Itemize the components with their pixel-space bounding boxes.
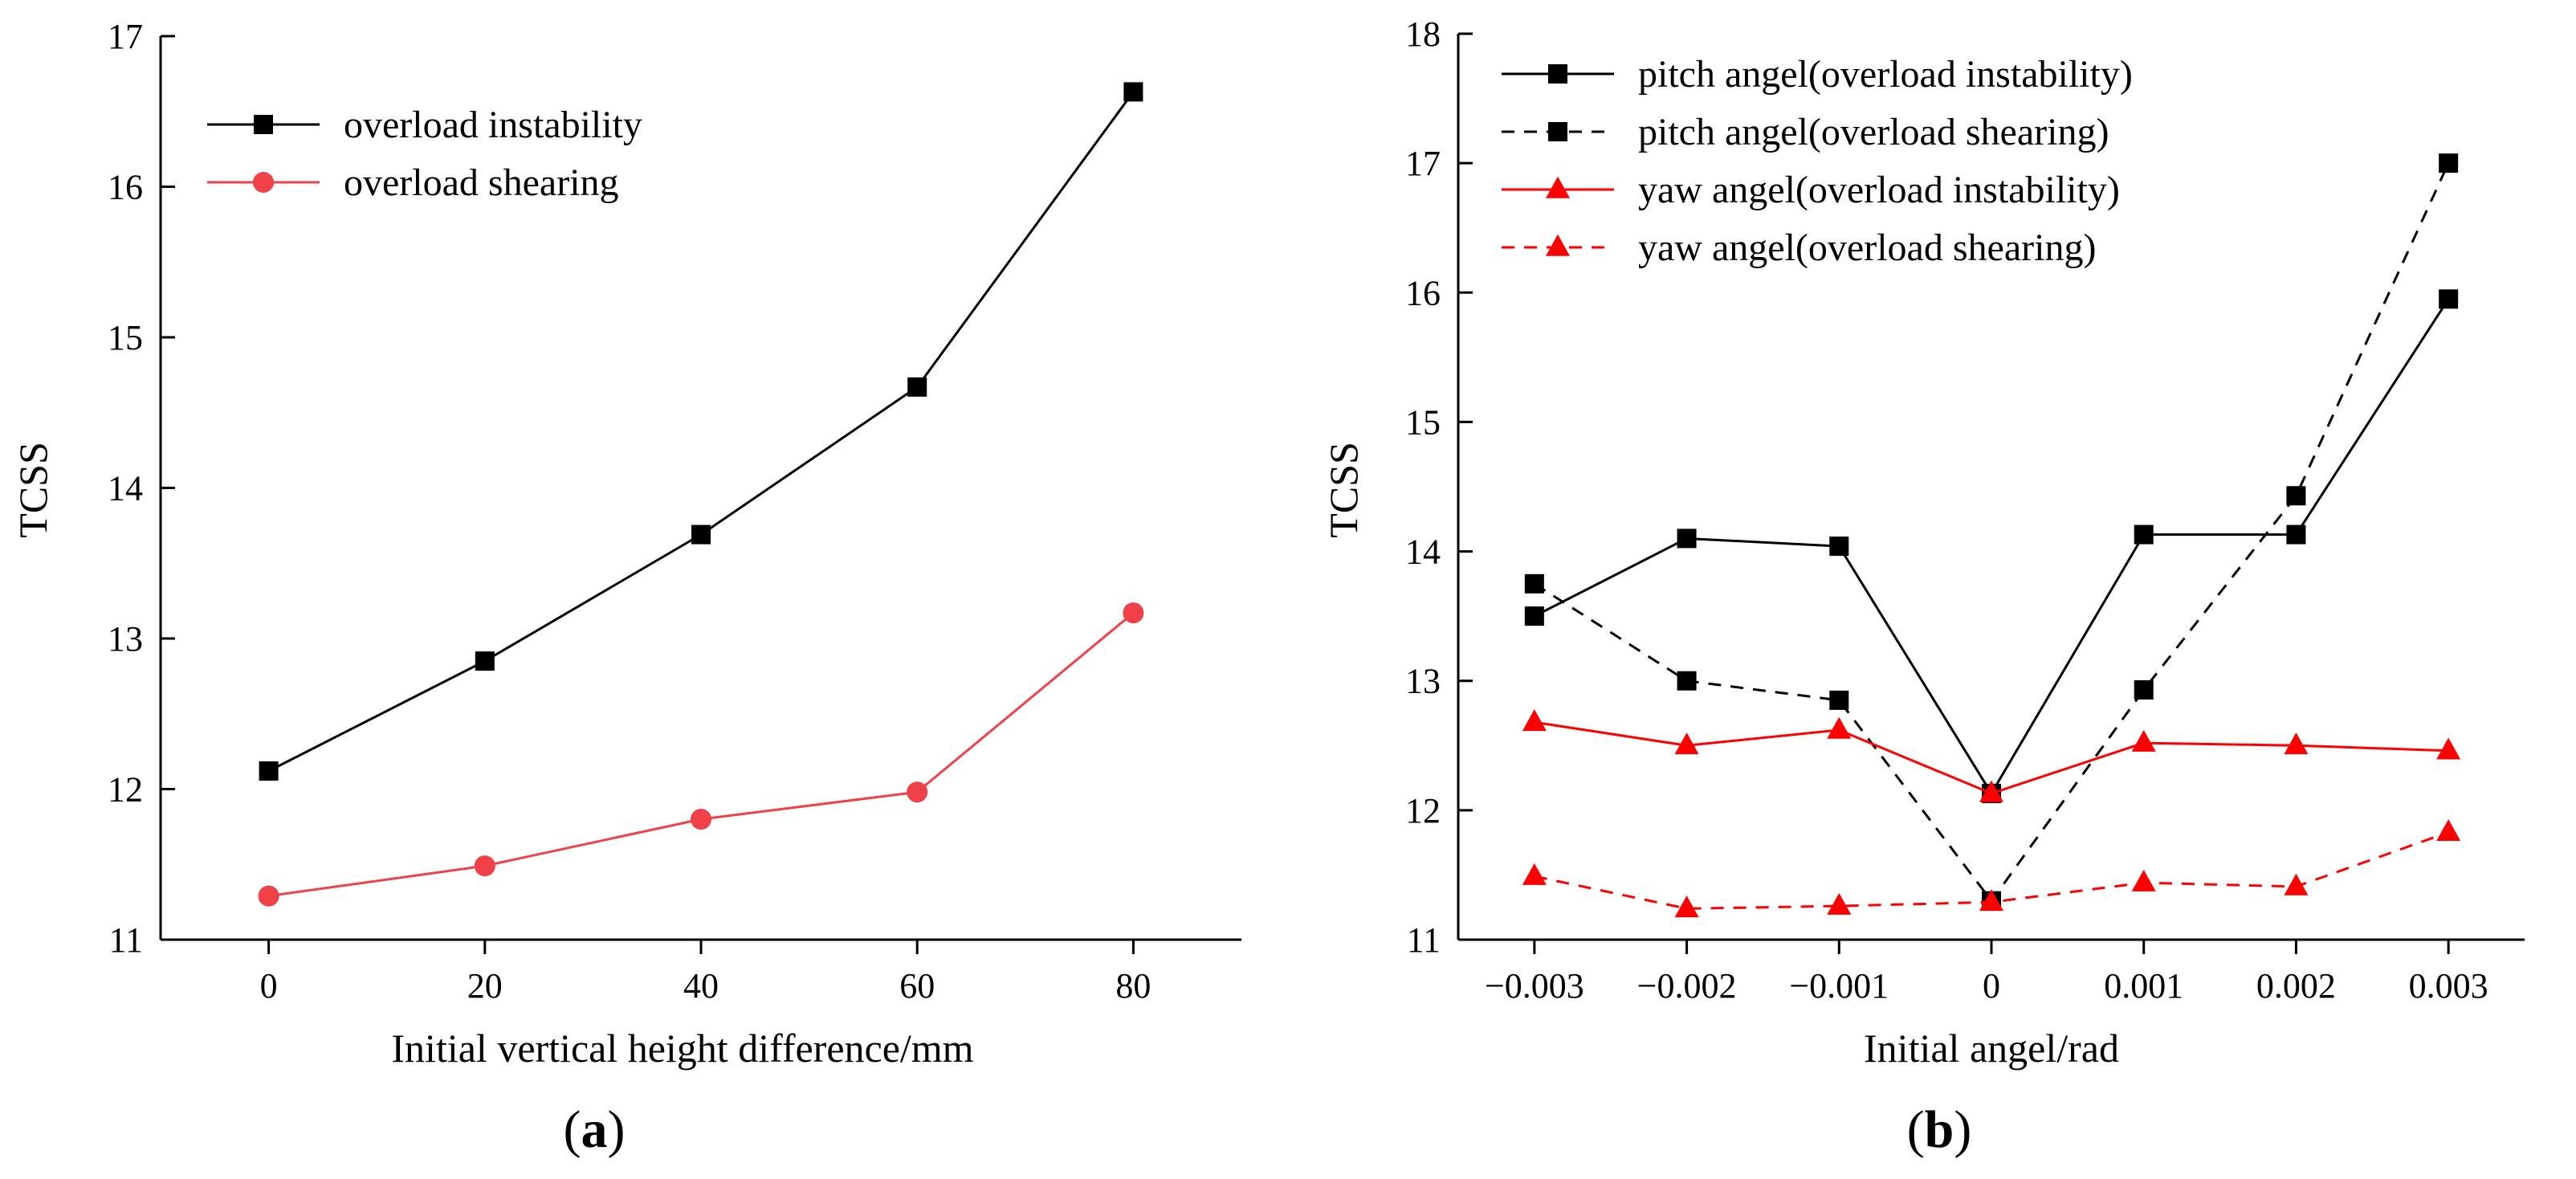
panel-a-series-0-point (475, 651, 495, 671)
panel-a-y-tick-label: 12 (108, 770, 143, 810)
panel-b-series-3-point (2284, 873, 2309, 895)
panel-b-series-3-point (2131, 869, 2156, 891)
panel-a-y-tick-label: 13 (108, 619, 143, 659)
panel-b-y-tick-label: 17 (1405, 144, 1441, 183)
panel-b-x-tick-label: 0.002 (2256, 966, 2336, 1006)
panel-a-series-0-point (691, 524, 711, 545)
panel-a-y-tick-label: 14 (108, 469, 143, 508)
panel-b-x-tick-label: −0.003 (1485, 966, 1584, 1006)
panel-b-series-2-point (1979, 780, 2003, 802)
panel-b-series-0-point (1829, 536, 1849, 557)
panel-b-series-2-point (2131, 729, 2156, 752)
panel-a-y-axis-title: TCSS (10, 442, 55, 538)
panel-b-x-axis-title: Initial angel/rad (1864, 1026, 2119, 1071)
panel-a-legend-0-label: overload instability (344, 104, 642, 146)
panel-b-x-tick-label: 0 (1983, 966, 2000, 1006)
panel-a: 11 12 13 14 15 16 17 0 20 40 60 80 overload instabi… (10, 17, 1241, 1159)
panel-b-axes: 11 12 13 14 15 16 17 18 −0.003 −0.002 −0.001 0 0.001… (1405, 14, 2525, 1006)
panel-b-legend-2-marker (1546, 176, 1570, 198)
panel-b-series-2-point (1674, 732, 1699, 755)
panel-b-series-3-point (1979, 889, 2003, 912)
panel-b-series-1-point (1524, 573, 1544, 594)
panel-a-series-1-point (907, 781, 928, 803)
panel-b-label-letter: b (1925, 1100, 1954, 1159)
panel-b-series-0-point (1524, 606, 1544, 626)
panel-b-series-layer (1522, 153, 2461, 918)
panel-b-legend-3-marker (1546, 234, 1570, 256)
panel-b-legend-0-marker (1548, 64, 1567, 84)
panel-b-y-tick-label: 13 (1405, 662, 1441, 701)
panel-b-series-1-point (2439, 153, 2459, 173)
panel-b-series-1-point (2134, 679, 2154, 700)
panel-b-series-2-point (1522, 709, 1547, 732)
panel-b-series-1-point (1829, 690, 1849, 710)
panel-a-label: (a) (564, 1100, 626, 1159)
panel-b-y-axis-title: TCSS (1321, 442, 1366, 538)
panel-a-x-tick-label: 0 (260, 966, 278, 1006)
panel-b-series-0-point (1677, 528, 1697, 549)
panel-a-series-0-point (907, 377, 927, 397)
panel-a-x-tick-label: 40 (683, 966, 719, 1006)
panel-b-legend: pitch angel(overload instability) pitch a… (1502, 53, 2133, 269)
panel-b: 11 12 13 14 15 16 17 18 −0.003 −0.002 −0.001 0 0.001… (1321, 14, 2525, 1159)
panel-b-series-0-point (2286, 524, 2306, 545)
panel-b-y-tick-label: 12 (1405, 791, 1441, 830)
panel-a-series-1-point (1123, 602, 1144, 624)
panel-b-series-1-point (2286, 486, 2306, 506)
panel-b-series-2-point (2284, 732, 2309, 755)
panel-a-x-tick-label: 60 (899, 966, 935, 1006)
panel-b-series-3-point (1827, 892, 1852, 915)
panel-b-series-0-line (1534, 298, 2450, 795)
panel-a-y-tick-label: 15 (108, 318, 143, 357)
panel-b-series-2-point (1827, 716, 1852, 739)
panel-a-legend-1-marker (253, 172, 274, 193)
panel-a-series-1-line (268, 611, 1135, 898)
panel-a-y-tick-label: 16 (108, 168, 143, 207)
panel-b-x-tick-label: 0.003 (2409, 966, 2488, 1006)
panel-a-series-1-point (258, 885, 279, 907)
panel-b-y-tick-label: 15 (1405, 402, 1441, 442)
panel-b-legend-1-marker (1548, 122, 1567, 141)
panel-b-x-tick-label: −0.002 (1637, 966, 1737, 1006)
panel-b-series-3-point (1674, 895, 1699, 918)
panel-a-axes: 11 12 13 14 15 16 17 0 20 40 60 80 (108, 17, 1241, 1006)
panel-a-series-0-point (259, 761, 279, 781)
panel-a-series-0-point (1123, 82, 1143, 102)
panel-a-series-1-point (474, 855, 495, 877)
panel-a-y-tick-label: 17 (108, 17, 143, 56)
panel-b-series-2-point (2436, 737, 2461, 760)
panel-a-legend-1-label: overload shearing (344, 161, 619, 204)
panel-a-x-tick-label: 80 (1115, 966, 1151, 1006)
panel-b-legend-1-label: pitch angel(overload shearing) (1638, 111, 2109, 153)
panel-a-x-tick-label: 20 (467, 966, 503, 1006)
panel-a-series-layer (258, 82, 1144, 907)
panel-a-legend-0-marker (254, 115, 273, 134)
panel-b-legend-0-label: pitch angel(overload instability) (1638, 53, 2133, 96)
panel-b-label: (b) (1907, 1100, 1972, 1159)
panel-b-legend-3-label: yaw angel(overload shearing) (1638, 226, 2096, 269)
panel-b-x-tick-label: −0.001 (1789, 966, 1889, 1006)
panel-a-series-1-point (691, 809, 711, 830)
panel-a-label-letter: a (581, 1100, 608, 1159)
panel-b-series-1-point (1677, 671, 1697, 691)
panel-b-series-3-point (2436, 819, 2461, 842)
panel-b-series-3-point (1522, 863, 1547, 885)
panel-a-y-tick-label: 11 (109, 920, 143, 960)
panel-b-series-0-point (2439, 289, 2459, 309)
panel-b-series-0-point (2134, 524, 2154, 545)
panel-a-legend: overload instability overload shearing (207, 104, 642, 204)
panel-b-y-tick-label: 16 (1405, 273, 1441, 312)
panel-b-x-tick-label: 0.001 (2104, 966, 2183, 1006)
panel-a-x-axis-title: Initial vertical height difference/mm (391, 1026, 973, 1071)
panel-b-y-tick-label: 18 (1405, 14, 1441, 54)
panel-b-y-tick-label: 14 (1405, 532, 1441, 572)
panel-b-y-tick-label: 11 (1407, 920, 1441, 960)
panel-b-legend-2-label: yaw angel(overload instability) (1638, 169, 2120, 211)
